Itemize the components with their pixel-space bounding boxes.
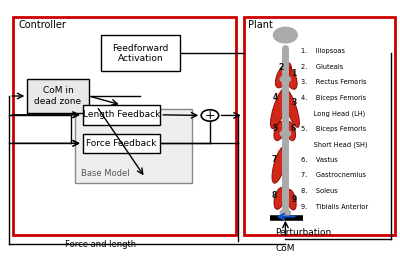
Ellipse shape: [270, 87, 288, 129]
Ellipse shape: [274, 121, 285, 141]
Text: Controller: Controller: [18, 20, 66, 30]
Bar: [27, 79, 89, 113]
Bar: [83, 105, 160, 124]
Text: Perturbation: Perturbation: [275, 228, 332, 237]
Text: 4: 4: [273, 93, 278, 102]
Bar: [83, 134, 160, 153]
Circle shape: [274, 27, 297, 43]
Text: Plant: Plant: [248, 20, 273, 30]
Text: CoM: CoM: [276, 244, 295, 253]
Text: 6: 6: [290, 124, 296, 133]
Text: 9.    Tibialis Anterior: 9. Tibialis Anterior: [301, 204, 368, 210]
Ellipse shape: [276, 63, 292, 88]
Text: CoM in
dead zone: CoM in dead zone: [34, 86, 82, 106]
Ellipse shape: [284, 67, 297, 89]
Ellipse shape: [286, 121, 296, 141]
Text: 4.    Biceps Femoris: 4. Biceps Femoris: [301, 95, 366, 101]
Ellipse shape: [286, 189, 296, 210]
Text: 1: 1: [291, 69, 296, 79]
Text: Feedforward
Activation: Feedforward Activation: [112, 43, 169, 63]
Text: 7.    Gastrocnemius: 7. Gastrocnemius: [301, 172, 366, 178]
Bar: [101, 35, 180, 71]
Text: 1.    Iliopsoas: 1. Iliopsoas: [301, 48, 345, 54]
Text: 8: 8: [272, 191, 277, 200]
Text: 6.    Vastus: 6. Vastus: [301, 157, 338, 163]
Circle shape: [280, 209, 290, 216]
Text: 7: 7: [272, 155, 277, 164]
Bar: [75, 109, 192, 183]
Text: Short Head (SH): Short Head (SH): [301, 141, 368, 148]
Text: 3: 3: [292, 98, 297, 107]
Bar: [13, 17, 236, 235]
Text: 3.    Rectus Femoris: 3. Rectus Femoris: [301, 79, 367, 85]
Ellipse shape: [274, 188, 285, 209]
Ellipse shape: [272, 146, 287, 183]
Text: 5: 5: [273, 124, 278, 133]
Text: 8.    Soleus: 8. Soleus: [301, 188, 338, 194]
Text: Force Feedback: Force Feedback: [86, 139, 157, 148]
Bar: [244, 17, 395, 235]
Text: Force and length: Force and length: [65, 240, 136, 249]
Text: +: +: [205, 109, 215, 122]
Text: 2.    Gluteals: 2. Gluteals: [301, 64, 344, 70]
Text: 2: 2: [278, 63, 283, 72]
Text: 5.    Biceps Femoris: 5. Biceps Femoris: [301, 126, 366, 132]
Ellipse shape: [283, 88, 299, 127]
Text: 9: 9: [292, 195, 297, 204]
Text: Length Feedback: Length Feedback: [83, 110, 160, 119]
Text: Base Model: Base Model: [81, 169, 130, 178]
Circle shape: [280, 76, 290, 83]
Circle shape: [280, 130, 290, 137]
Text: Long Head (LH): Long Head (LH): [301, 110, 366, 117]
